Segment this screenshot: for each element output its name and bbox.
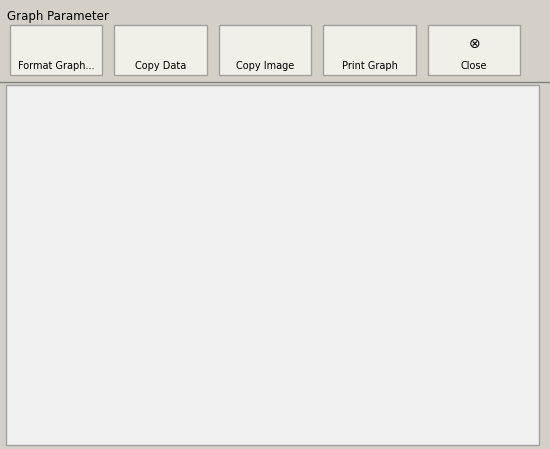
Text: Graph Parameter: Graph Parameter (7, 10, 108, 23)
Text: Copy Image: Copy Image (236, 62, 294, 71)
Text: Close: Close (461, 62, 487, 71)
Text: Copy Data: Copy Data (135, 62, 186, 71)
Y-axis label: Vol. Flow (m3/hr): Vol. Flow (m3/hr) (24, 197, 37, 315)
Text: ⊗: ⊗ (468, 37, 480, 51)
X-axis label: Time (seconds): Time (seconds) (254, 425, 360, 439)
Text: Format Graph...: Format Graph... (18, 62, 95, 71)
Title: Junction J4 Transient Data: Junction J4 Transient Data (175, 92, 438, 110)
Text: Print Graph: Print Graph (342, 62, 398, 71)
